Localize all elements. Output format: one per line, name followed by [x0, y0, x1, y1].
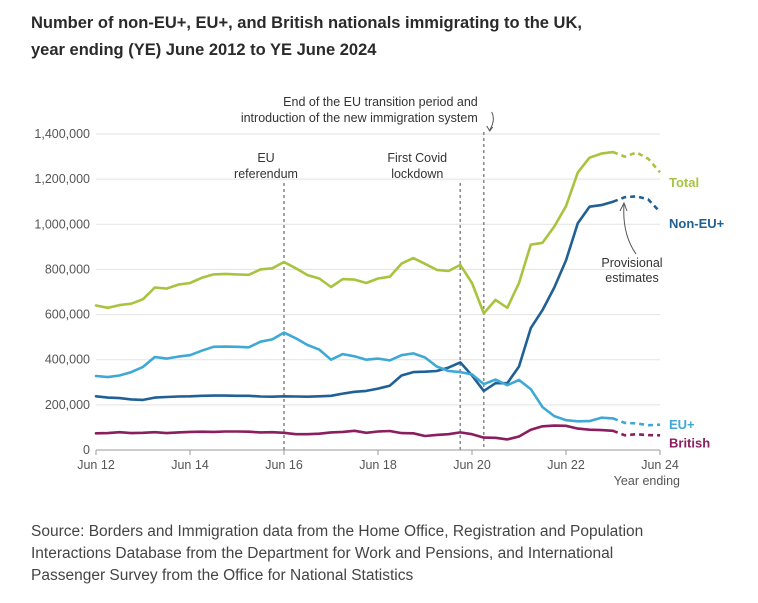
y-tick-label: 1,200,000 [34, 172, 90, 186]
y-tick-label: 400,000 [45, 353, 90, 367]
series-provisional-line-british [612, 429, 661, 437]
series-provisional-line-total [612, 150, 661, 174]
x-tick-label: Jun 12 [77, 458, 115, 472]
x-tick-label: Jun 22 [547, 458, 585, 472]
legend-label-non_eu: Non-EU+ [669, 216, 725, 231]
series-provisional-line-eu [612, 417, 661, 427]
series-provisional-line-non_eu [612, 195, 661, 213]
y-tick-label: 800,000 [45, 262, 90, 276]
vertical-marker-label: First Covid [387, 151, 447, 165]
x-axis-title: Year ending [614, 474, 680, 488]
series-line-non_eu [94, 200, 615, 402]
series-line-eu [94, 331, 615, 423]
provisional-annotation-label: Provisional [601, 256, 662, 270]
vertical-marker-label: introduction of the new immigration syst… [241, 111, 478, 125]
transition-arrow [489, 111, 494, 131]
source-line-2: Interactions Database from the Departmen… [31, 545, 614, 562]
grid-layer [96, 133, 660, 406]
provisional-arrow-head [619, 201, 628, 212]
x-tick-label: Jun 20 [453, 458, 491, 472]
y-tick-label: 600,000 [45, 308, 90, 322]
legend-label-british: British [669, 436, 710, 451]
immigration-line-chart: 0 200,000 400,000 600,000 800,000 1,000,000 1,… [34, 95, 725, 488]
axis-layer: 0 200,000 400,000 600,000 800,000 1,000,000 1,… [34, 127, 680, 488]
x-tick-label: Jun 24 [641, 458, 679, 472]
chart-title: Number of non-EU+, EU+, and British nati… [31, 10, 731, 64]
source-note: Source: Borders and Immigration data fro… [31, 521, 731, 587]
source-line-3: Passenger Survey from the Office for Nat… [31, 567, 414, 584]
x-tick-label: Jun 18 [359, 458, 397, 472]
series-layer [94, 150, 661, 441]
y-tick-label: 0 [83, 443, 90, 457]
source-line-1: Source: Borders and Immigration data fro… [31, 523, 644, 540]
series-line-british [94, 424, 615, 441]
vertical-marker-layer [283, 132, 485, 450]
provisional-annotation-label: estimates [605, 271, 659, 285]
label-layer: EU referendum First Covid lockdown End of th… [234, 95, 725, 451]
x-tick-label: Jun 16 [265, 458, 303, 472]
transition-arrow-head [486, 125, 494, 132]
x-tick-label: Jun 14 [171, 458, 209, 472]
vertical-marker-label: End of the EU transition period and [283, 95, 478, 109]
y-tick-label: 1,000,000 [34, 217, 90, 231]
provisional-arrow [623, 203, 637, 255]
series-line-total [94, 150, 615, 315]
chart-title-line-1: Number of non-EU+, EU+, and British nati… [31, 14, 582, 32]
chart-title-line-2: year ending (YE) June 2012 to YE June 20… [31, 41, 377, 59]
legend-label-eu: EU+ [669, 417, 695, 432]
vertical-marker-label: referendum [234, 167, 298, 181]
legend-label-total: Total [669, 175, 699, 190]
vertical-marker-label: lockdown [391, 167, 443, 181]
vertical-marker-label: EU [257, 151, 274, 165]
y-tick-label: 1,400,000 [34, 127, 90, 141]
y-tick-label: 200,000 [45, 398, 90, 412]
